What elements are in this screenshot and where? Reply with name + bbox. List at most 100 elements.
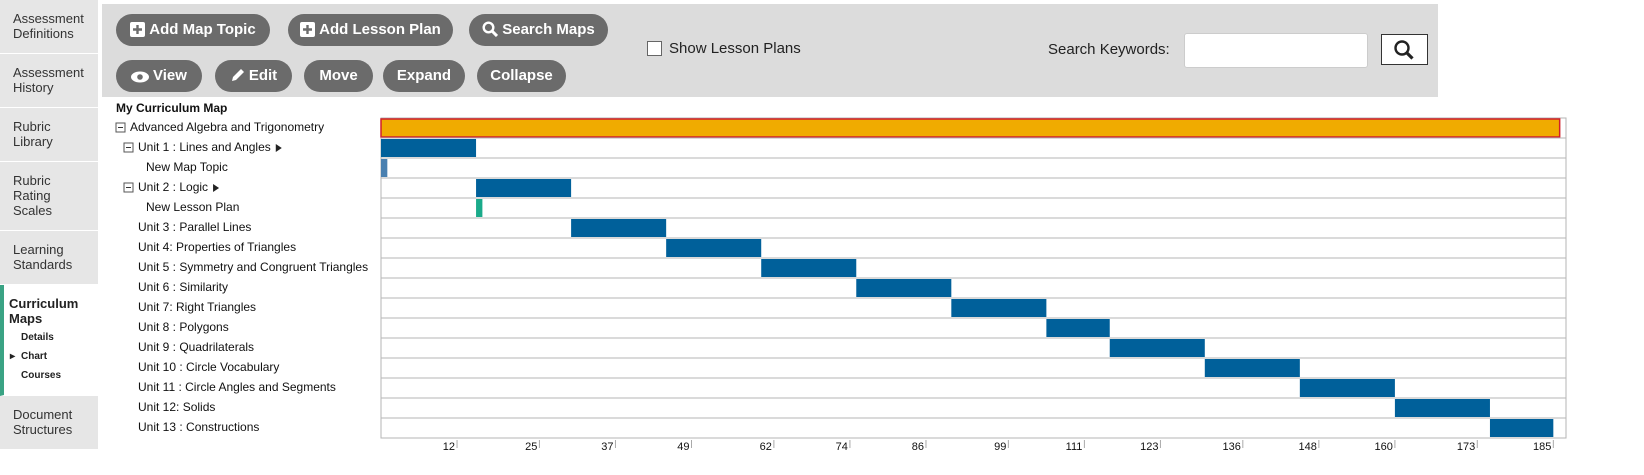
expand-arrow (275, 144, 282, 152)
row-frame (380, 337, 1567, 359)
x-tick-label: 123 (1140, 441, 1158, 453)
row-frame (380, 257, 1567, 279)
sidebar-item[interactable]: Assessment Definitions (0, 0, 98, 54)
button-label: Collapse (490, 67, 553, 84)
row-frame (380, 397, 1567, 419)
x-tick-label: 74 (836, 441, 848, 453)
sidebar-subitem[interactable]: Courses (21, 370, 62, 381)
gantt-bar (1204, 359, 1300, 377)
x-tick-label: 136 (1222, 441, 1240, 453)
row-label: Unit 13 : Constructions (138, 420, 259, 434)
collapse-button[interactable]: Collapse (477, 60, 566, 92)
row-label: Unit 10 : Circle Vocabulary (138, 360, 279, 374)
search-label: Search Keywords: (1048, 41, 1170, 58)
x-tick-label: 25 (525, 441, 537, 453)
row-label: Unit 5 : Symmetry and Congruent Triangle… (138, 260, 368, 274)
view-button[interactable]: View (116, 60, 202, 92)
button-label: Search Maps (502, 21, 595, 38)
button-label: Move (319, 67, 358, 84)
x-tick-label: 86 (912, 441, 924, 453)
button-label: View (153, 67, 187, 84)
toolbar: Add Map Topic Add Lesson Plan Search Map… (102, 4, 1438, 97)
sidebar-item[interactable]: Document Structures (0, 396, 98, 450)
sidebar: Assessment Definitions Assessment History… (0, 0, 98, 450)
show-lesson-plans-checkbox[interactable] (647, 41, 662, 56)
row-label: New Map Topic (146, 160, 228, 174)
x-tick-label: 111 (1066, 441, 1083, 453)
row-label: Unit 2 : Logic (138, 180, 208, 194)
button-label: Add Map Topic (149, 21, 256, 38)
row-frame (380, 137, 1567, 159)
sidebar-item[interactable]: Rubric Library (0, 108, 98, 162)
gantt-bar (476, 199, 483, 217)
sidebar-item[interactable]: Assessment History (0, 54, 98, 108)
gantt-bar (1299, 379, 1395, 397)
gantt-bar (1046, 319, 1110, 337)
gantt-bar (1394, 399, 1490, 417)
x-tick-label: 185 (1533, 441, 1551, 453)
x-tick-label: 148 (1299, 441, 1317, 453)
gantt-bar (381, 139, 477, 157)
row-frame (380, 217, 1567, 239)
button-label: Edit (248, 67, 278, 84)
row-label: Unit 3 : Parallel Lines (138, 220, 251, 234)
sidebar-item-label: Assessment Definitions (13, 11, 84, 41)
gantt-bar (381, 159, 388, 177)
sidebar-item-label: Curriculum Maps (9, 296, 79, 326)
row-label: Unit 6 : Similarity (138, 280, 228, 294)
search-input[interactable] (1184, 33, 1368, 68)
row-frame (380, 277, 1567, 299)
row-frame (380, 157, 1567, 179)
row-label: Unit 7: Right Triangles (138, 300, 256, 314)
row-label: Unit 11 : Circle Angles and Segments (138, 380, 336, 394)
gantt-chart: My Curriculum Map Advanced Algebra and T… (115, 101, 1567, 453)
search-button[interactable] (1381, 34, 1428, 65)
row-frame (380, 237, 1567, 259)
x-tick-label: 12 (443, 441, 455, 453)
x-tick-label: 62 (760, 441, 772, 453)
sidebar-item-label: Learning Standards (13, 242, 73, 272)
x-tick-label: 99 (994, 441, 1006, 453)
sidebar-item[interactable]: Rubric Rating Scales (0, 162, 98, 231)
row-frame (380, 197, 1567, 219)
row-label: Unit 1 : Lines and Angles (138, 140, 271, 154)
x-tick-label: 37 (601, 441, 613, 453)
row-label: Unit 8 : Polygons (138, 320, 229, 334)
gantt-bar (856, 279, 952, 297)
sidebar-item[interactable]: Learning Standards (0, 231, 98, 285)
row-label: New Lesson Plan (146, 200, 239, 214)
row-label: Unit 12: Solids (138, 400, 215, 414)
gantt-bar (380, 118, 1561, 138)
row-label: Advanced Algebra and Trigonometry (130, 120, 324, 134)
gantt-bar (761, 259, 857, 277)
sidebar-subitem[interactable]: Chart (10, 350, 86, 364)
gantt-title: My Curriculum Map (116, 101, 227, 115)
row-label: Unit 9 : Quadrilaterals (138, 340, 254, 354)
checkbox-label: Show Lesson Plans (669, 40, 801, 57)
x-tick-label: 160 (1375, 441, 1393, 453)
x-tick-label: 173 (1457, 441, 1475, 453)
row-frame (380, 417, 1567, 439)
edit-button[interactable]: Edit (215, 60, 292, 92)
add-lesson-plan-button[interactable]: Add Lesson Plan (288, 14, 453, 46)
move-button[interactable]: Move (304, 60, 373, 92)
gantt-bar (951, 299, 1047, 317)
gantt-bar (1109, 339, 1205, 357)
gantt-bar (571, 219, 667, 237)
gantt-bar (666, 239, 762, 257)
add-map-topic-button[interactable]: Add Map Topic (116, 14, 270, 46)
sidebar-subitem[interactable]: Details (21, 332, 54, 343)
sidebar-item-label: Document Structures (13, 407, 73, 437)
search-maps-button[interactable]: Search Maps (469, 14, 608, 46)
sidebar-item[interactable]: Curriculum Maps Details Chart Courses (0, 285, 98, 396)
gantt-bar (1489, 419, 1554, 437)
button-label: Add Lesson Plan (319, 21, 441, 38)
row-frame (380, 317, 1567, 339)
sidebar-item-label: Rubric Rating Scales (13, 173, 53, 218)
expand-button[interactable]: Expand (383, 60, 465, 92)
sidebar-item-label: Rubric Library (13, 119, 53, 149)
row-frame (380, 357, 1567, 379)
button-label: Expand (396, 67, 452, 84)
row-label: Unit 4: Properties of Triangles (138, 240, 296, 254)
